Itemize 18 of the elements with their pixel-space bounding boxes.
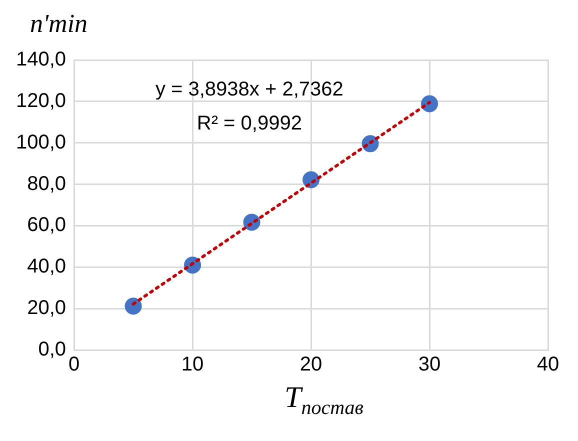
x-tick-label: 20 [300, 354, 322, 376]
annotation: y = 3,8938x + 2,7362 [155, 78, 344, 101]
y-tick-label: 80,0 [27, 172, 66, 195]
x-axis-title: T$_{постав}$ [284, 380, 364, 421]
y-axis-title: n'min [30, 8, 89, 40]
x-tick-label: 0 [68, 354, 80, 376]
x-tick-label: 30 [418, 354, 441, 376]
y-tick-label: 60,0 [27, 214, 66, 236]
y-tick-label: 100,0 [16, 131, 66, 154]
y-tick-label: 0,0 [38, 338, 66, 361]
annotation: R² = 0,9992 [196, 112, 302, 135]
point [124, 298, 142, 315]
y-tick-label: 140,0 [16, 48, 66, 71]
y-tick-label: 120,0 [16, 90, 66, 112]
y-tick-label: 40,0 [27, 256, 66, 278]
x-tick-label: 10 [181, 354, 204, 376]
y-tick-label: 20,0 [27, 297, 66, 320]
x-tick-label: 40 [536, 354, 560, 376]
